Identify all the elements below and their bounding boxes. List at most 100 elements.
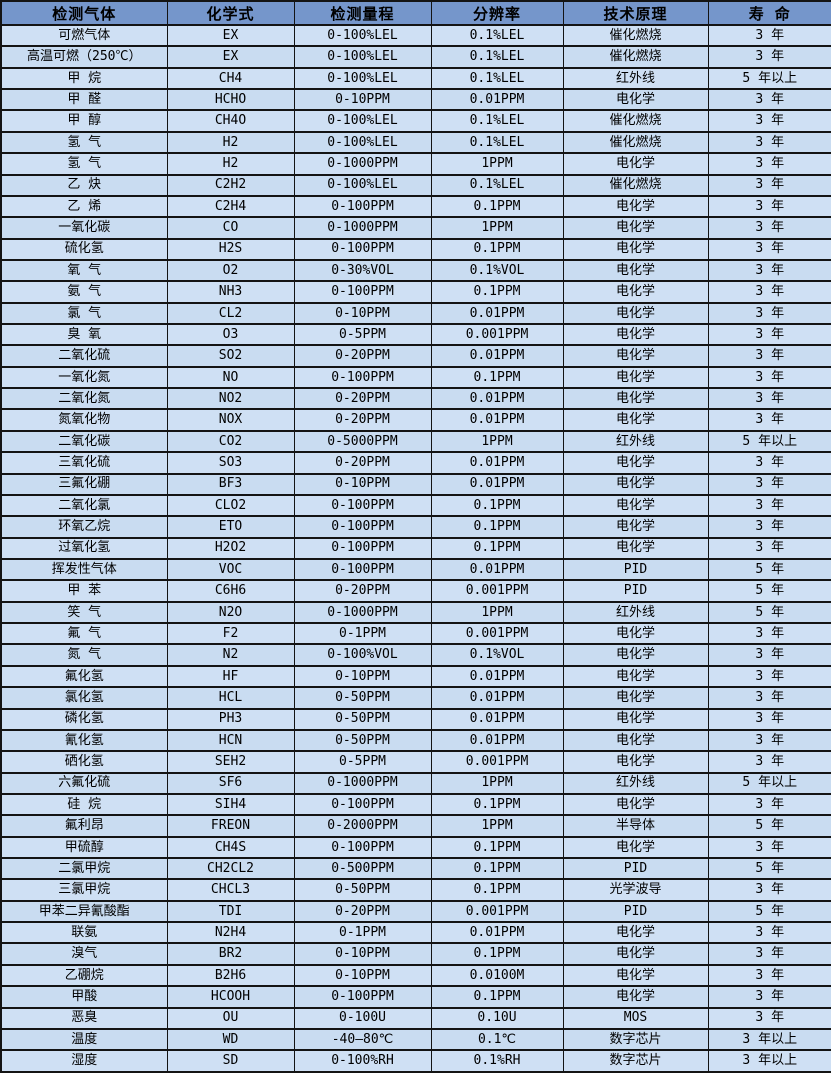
table-cell: 环氧乙烷	[0, 515, 168, 539]
column-header: 检测量程	[293, 0, 432, 26]
table-cell: 半导体	[562, 814, 709, 838]
table-cell: 电化学	[562, 344, 709, 368]
table-cell: 电化学	[562, 323, 709, 347]
table-cell: 过氧化氢	[0, 536, 168, 561]
table-cell: O3	[166, 323, 295, 347]
table-row: 过氧化氢 H2O2 0-100PPM 0.1PPM 电化学 3 年	[0, 536, 831, 561]
table-cell: 3 年	[707, 643, 831, 667]
table-cell: 5 年	[707, 814, 831, 838]
table-cell: 3 年	[707, 88, 831, 112]
table-cell: 六氟化硫	[0, 771, 168, 795]
table-cell: CHCL3	[166, 878, 295, 902]
table-cell: 3 年	[707, 173, 831, 197]
table-cell: 0.01PPM	[430, 408, 564, 432]
table-cell: 电化学	[562, 451, 709, 475]
table-cell: PID	[562, 579, 709, 603]
table-cell: 乙硼烷	[0, 963, 168, 988]
table-cell: 5 年	[707, 557, 831, 582]
table-row: 挥发性气体 VOC 0-100PPM 0.01PPM PID 5 年	[0, 557, 831, 582]
table-cell: 0.1PPM	[430, 365, 564, 390]
table-cell: 电化学	[562, 985, 709, 1009]
table-cell: 3 年	[707, 707, 831, 731]
table-cell: MOS	[562, 1006, 709, 1030]
table-cell: 1PPM	[430, 814, 564, 838]
table-cell: N2	[166, 643, 295, 667]
table-cell: 0-100PPM	[293, 792, 432, 817]
table-cell: 5 年以上	[707, 429, 831, 454]
table-row: 甲苯二异氰酸酯 TDI 0-20PPM 0.001PPM PID 5 年	[0, 899, 831, 924]
table-cell: 0.01PPM	[430, 472, 564, 496]
table-cell: 0-100%LEL	[293, 45, 432, 69]
table-cell: 0-100%LEL	[293, 66, 432, 91]
table-cell: 氟化氢	[0, 664, 168, 689]
table-cell: 一氧化氮	[0, 365, 168, 390]
table-cell: 电化学	[562, 536, 709, 561]
table-cell: 0.01PPM	[430, 728, 564, 753]
table-cell: 0.001PPM	[430, 750, 564, 774]
table-cell: 0.1%LEL	[430, 45, 564, 69]
table-cell: 0-20PPM	[293, 408, 432, 432]
table-cell: 0-1PPM	[293, 622, 432, 646]
table-cell: 0.001PPM	[430, 323, 564, 347]
table-cell: 电化学	[562, 472, 709, 496]
table-cell: SO2	[166, 344, 295, 368]
table-row: 联氨 N2H4 0-1PPM 0.01PPM 电化学 3 年	[0, 921, 831, 945]
table-cell: 3 年	[707, 472, 831, 496]
table-cell: 0.01PPM	[430, 88, 564, 112]
table-row: 氟化氢 HF 0-10PPM 0.01PPM 电化学 3 年	[0, 664, 831, 689]
table-row: 二氧化碳 CO2 0-5000PPM 1PPM 红外线 5 年以上	[0, 429, 831, 454]
table-cell: 0.1%RH	[430, 1049, 564, 1073]
table-cell: 氯化氢	[0, 686, 168, 710]
table-cell: 3 年	[707, 985, 831, 1009]
table-cell: 3 年以上	[707, 1049, 831, 1073]
table-cell: 0.1PPM	[430, 792, 564, 817]
table-cell: 催化燃烧	[562, 23, 709, 48]
table-cell: 0-100U	[293, 1006, 432, 1030]
table-cell: 3 年	[707, 280, 831, 304]
table-cell: 0-100%LEL	[293, 173, 432, 197]
table-cell: 氮氧化物	[0, 408, 168, 432]
table-cell: 催化燃烧	[562, 45, 709, 69]
table-cell: 硒化氢	[0, 750, 168, 774]
table-cell: 0.1PPM	[430, 878, 564, 902]
table-row: 高温可燃（250℃） EX 0-100%LEL 0.1%LEL 催化燃烧 3 年	[0, 45, 831, 69]
table-cell: 3 年	[707, 686, 831, 710]
table-cell: 恶臭	[0, 1006, 168, 1030]
table-cell: 电化学	[562, 408, 709, 432]
table-cell: 甲 醇	[0, 109, 168, 133]
table-cell: 电化学	[562, 792, 709, 817]
table-row: 硒化氢 SEH2 0-5PPM 0.001PPM 电化学 3 年	[0, 750, 831, 774]
table-row: 硫化氢 H2S 0-100PPM 0.1PPM 电化学 3 年	[0, 237, 831, 261]
table-row: 二氯甲烷 CH2CL2 0-500PPM 0.1PPM PID 5 年	[0, 856, 831, 881]
table-cell: N2O	[166, 600, 295, 625]
table-cell: 3 年	[707, 194, 831, 219]
table-cell: EX	[166, 23, 295, 48]
table-cell: 三氟化硼	[0, 472, 168, 496]
table-row: 磷化氢 PH3 0-50PPM 0.01PPM 电化学 3 年	[0, 707, 831, 731]
table-cell: 5 年以上	[707, 66, 831, 91]
table-cell: 0.1PPM	[430, 280, 564, 304]
table-row: 氧 气 O2 0-30%VOL 0.1%VOL 电化学 3 年	[0, 258, 831, 283]
table-cell: 电化学	[562, 921, 709, 945]
table-cell: PID	[562, 557, 709, 582]
table-cell: 5 年	[707, 899, 831, 924]
table-cell: 电化学	[562, 664, 709, 689]
table-row: 乙硼烷 B2H6 0-10PPM 0.0100M 电化学 3 年	[0, 963, 831, 988]
table-cell: 0.1PPM	[430, 536, 564, 561]
column-header: 寿 命	[707, 0, 831, 26]
table-cell: H2	[166, 130, 295, 155]
table-cell: 硅 烷	[0, 792, 168, 817]
table-cell: 电化学	[562, 88, 709, 112]
table-cell: C2H4	[166, 194, 295, 219]
table-cell: HCHO	[166, 88, 295, 112]
table-cell: 0.001PPM	[430, 579, 564, 603]
table-cell: 3 年	[707, 835, 831, 860]
table-cell: 0.1%LEL	[430, 173, 564, 197]
table-cell: 电化学	[562, 707, 709, 731]
table-row: 氯化氢 HCL 0-50PPM 0.01PPM 电化学 3 年	[0, 686, 831, 710]
table-cell: 0-1000PPM	[293, 600, 432, 625]
table-cell: 湿度	[0, 1049, 168, 1073]
table-cell: 0-100PPM	[293, 536, 432, 561]
table-cell: 二氧化碳	[0, 429, 168, 454]
table-cell: 3 年	[707, 942, 831, 966]
